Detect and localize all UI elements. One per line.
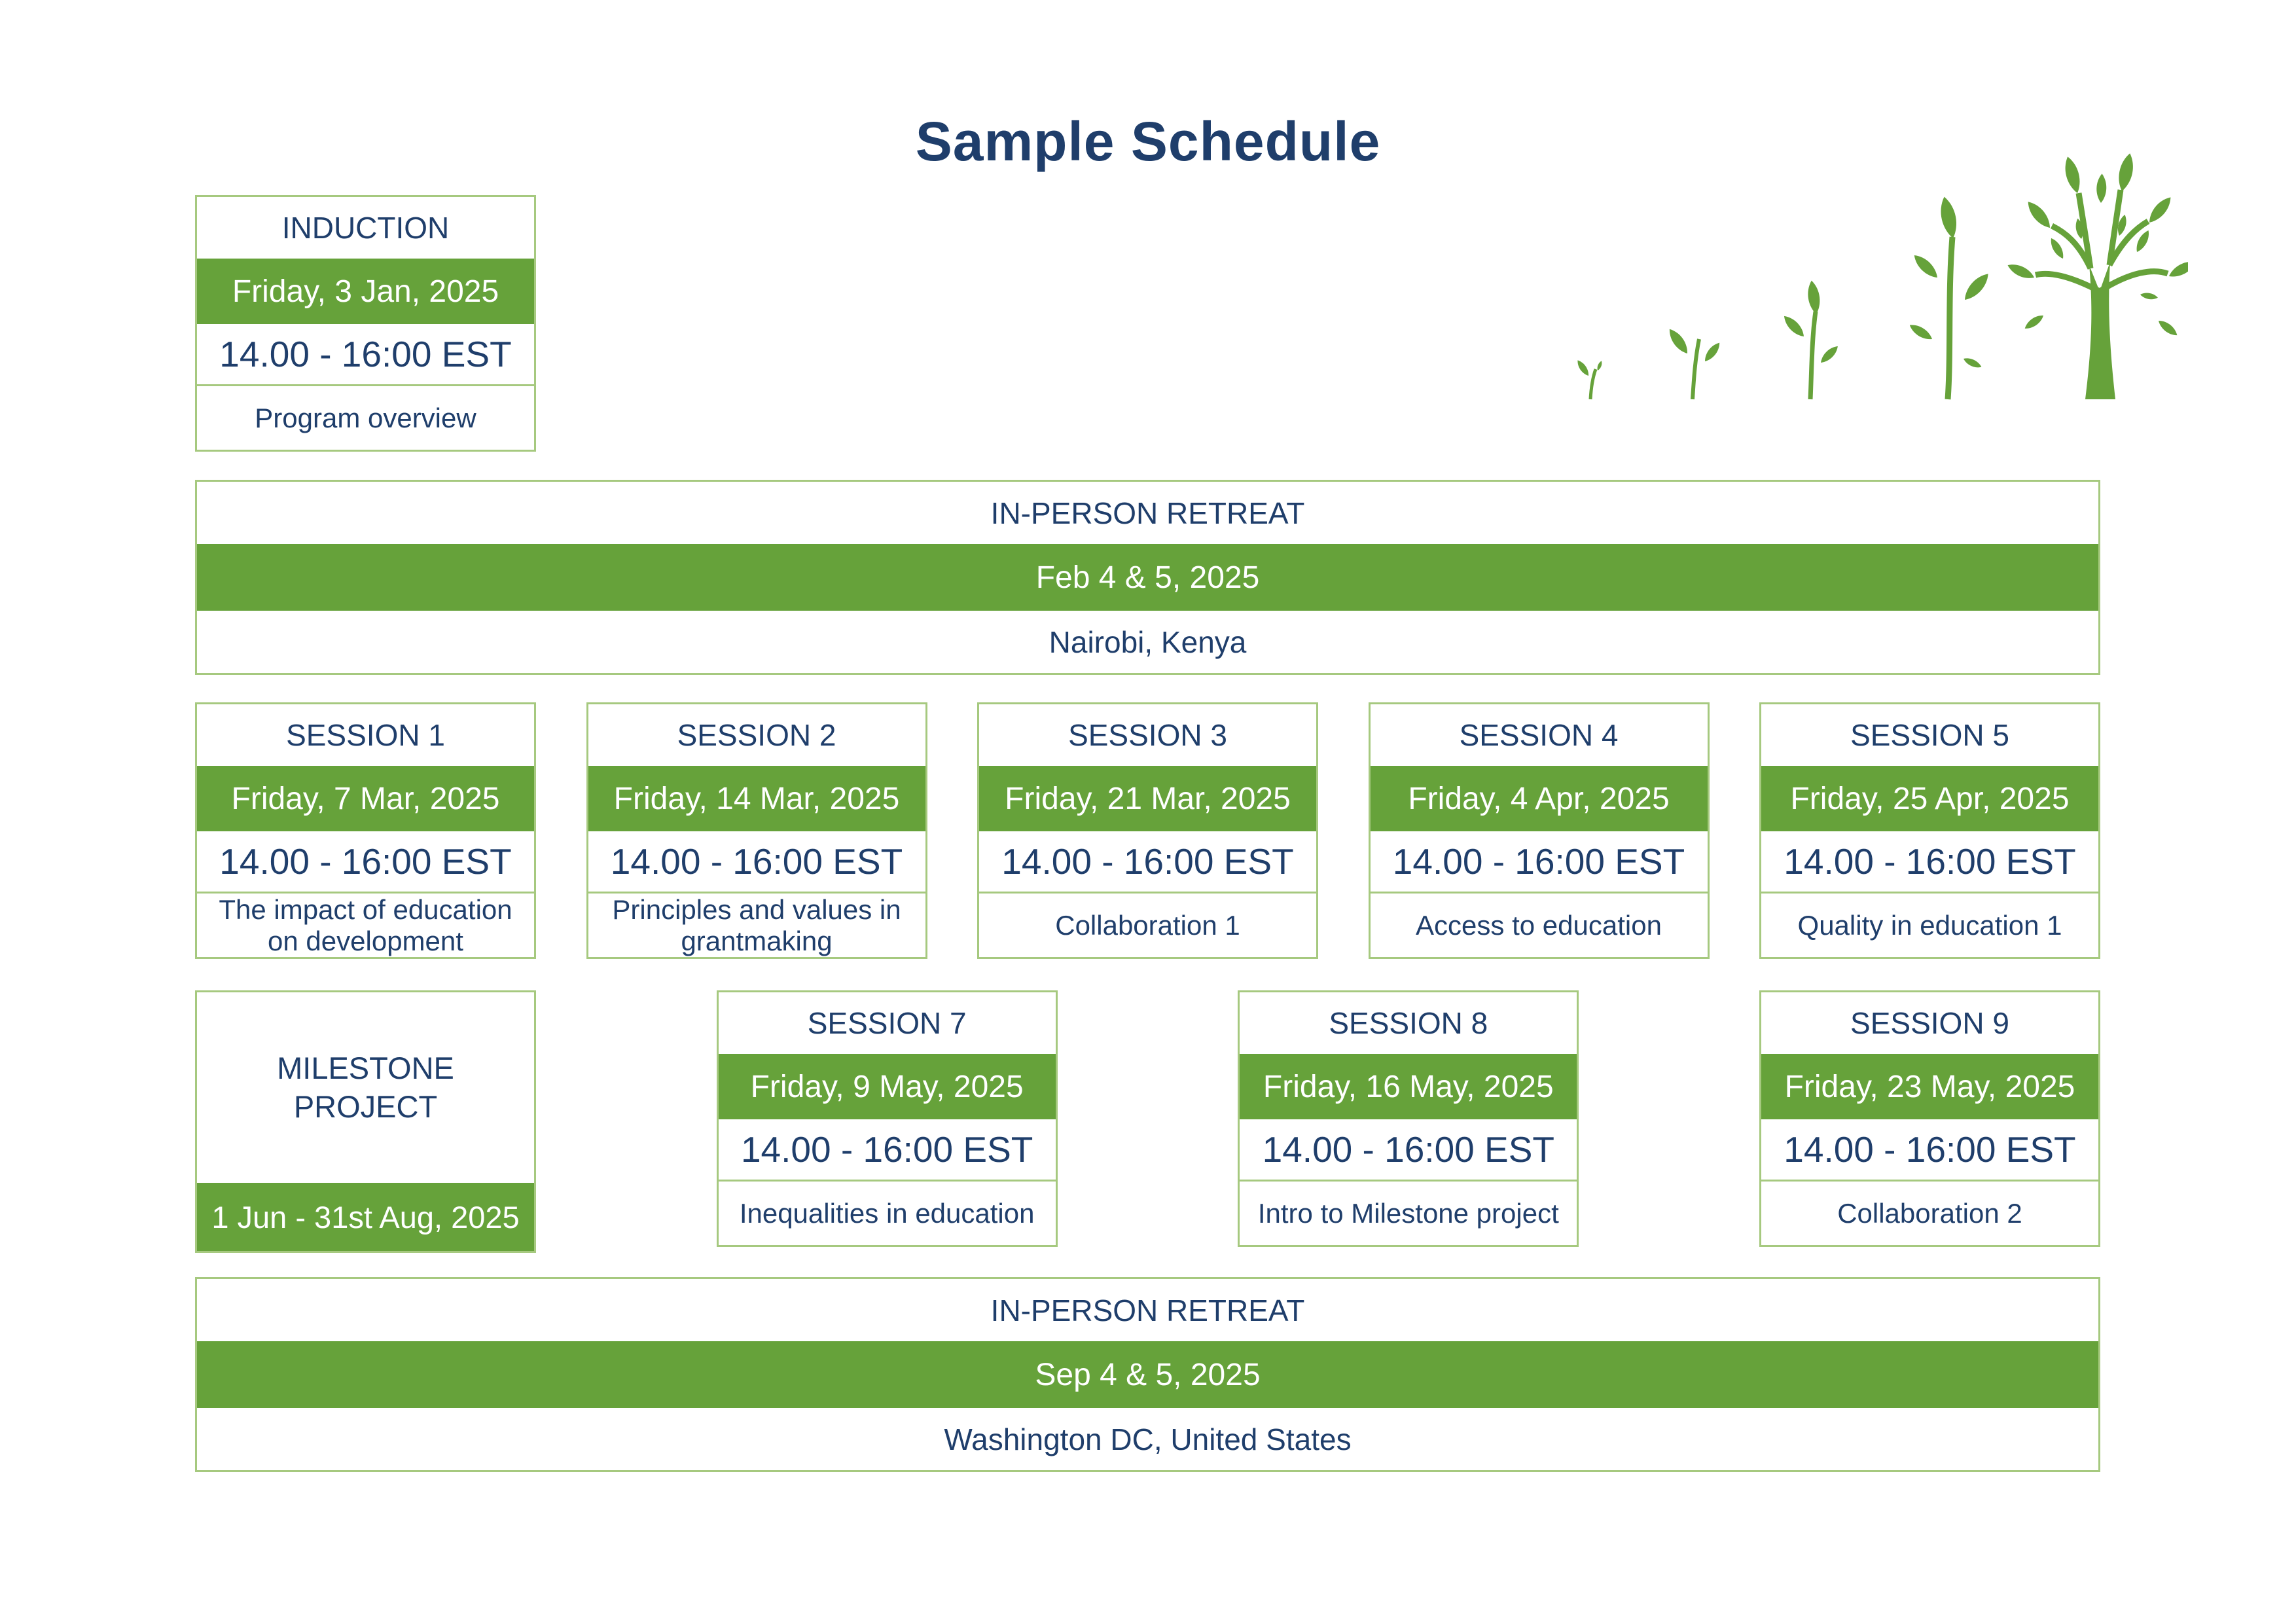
session-card-4: SESSION 4 Friday, 4 Apr, 2025 14.00 - 16… xyxy=(1368,702,1710,959)
card-header: SESSION 5 xyxy=(1850,718,2009,752)
retreat-location: Washington DC, United States xyxy=(944,1422,1352,1456)
session-card-1: SESSION 1 Friday, 7 Mar, 2025 14.00 - 16… xyxy=(195,702,536,959)
card-topic: Program overview xyxy=(255,402,476,433)
card-topic: Quality in education 1 xyxy=(1797,909,2062,941)
session-card-5: SESSION 5 Friday, 25 Apr, 2025 14.00 - 1… xyxy=(1759,702,2100,959)
card-date: Friday, 4 Apr, 2025 xyxy=(1370,766,1708,831)
milestone-project-card: MILESTONE PROJECT 1 Jun - 31st Aug, 2025 xyxy=(195,990,536,1253)
card-header: SESSION 4 xyxy=(1459,718,1619,752)
session-row-2: SESSION 6 Friday, 2 May, 2025 14.00 - 16… xyxy=(195,990,2100,1253)
card-topic: Collaboration 2 xyxy=(1837,1197,2022,1229)
retreat-date: Feb 4 & 5, 2025 xyxy=(197,544,2098,611)
card-date: Friday, 16 May, 2025 xyxy=(1240,1054,1577,1119)
card-topic: The impact of education on development xyxy=(219,894,512,956)
retreat-card-top: IN-PERSON RETREAT Feb 4 & 5, 2025 Nairob… xyxy=(195,480,2100,675)
retreat-date: Sep 4 & 5, 2025 xyxy=(197,1341,2098,1408)
growing-trees-illustration xyxy=(1550,90,2198,408)
card-date: Friday, 25 Apr, 2025 xyxy=(1761,766,2098,831)
card-topic: Principles and values in grantmaking xyxy=(612,894,901,956)
card-date: Friday, 7 Mar, 2025 xyxy=(197,766,534,831)
induction-card: INDUCTION Friday, 3 Jan, 2025 14.00 - 16… xyxy=(195,195,536,452)
card-date: Friday, 14 Mar, 2025 xyxy=(588,766,925,831)
card-topic: Inequalities in education xyxy=(739,1197,1035,1229)
card-topic: Intro to Milestone project xyxy=(1257,1197,1559,1229)
card-time: 14.00 - 16:00 EST xyxy=(197,324,534,386)
card-header: SESSION 1 xyxy=(286,718,445,752)
card-topic: Access to education xyxy=(1416,909,1662,941)
milestone-dates: 1 Jun - 31st Aug, 2025 xyxy=(197,1183,534,1251)
card-date: Friday, 21 Mar, 2025 xyxy=(979,766,1316,831)
page-title: Sample Schedule xyxy=(915,111,1381,172)
card-header: SESSION 7 xyxy=(807,1006,967,1040)
card-header: SESSION 8 xyxy=(1329,1006,1488,1040)
session-row-1: SESSION 1 Friday, 7 Mar, 2025 14.00 - 16… xyxy=(195,702,2100,959)
card-header: INDUCTION xyxy=(281,211,450,245)
retreat-card-bottom: IN-PERSON RETREAT Sep 4 & 5, 2025 Washin… xyxy=(195,1277,2100,1472)
retreat-header: IN-PERSON RETREAT xyxy=(990,1293,1305,1327)
session-card-9: SESSION 9 Friday, 23 May, 2025 14.00 - 1… xyxy=(1759,990,2100,1247)
card-time: 14.00 - 16:00 EST xyxy=(1761,1119,2098,1182)
card-header: SESSION 2 xyxy=(677,718,836,752)
card-header: SESSION 9 xyxy=(1850,1006,2009,1040)
milestone-title: MILESTONE PROJECT xyxy=(277,1050,454,1124)
card-time: 14.00 - 16:00 EST xyxy=(1761,831,2098,893)
session-card-8: SESSION 8 Friday, 16 May, 2025 14.00 - 1… xyxy=(1238,990,1579,1247)
card-time: 14.00 - 16:00 EST xyxy=(1240,1119,1577,1182)
card-time: 14.00 - 16:00 EST xyxy=(979,831,1316,893)
retreat-header: IN-PERSON RETREAT xyxy=(990,496,1305,530)
card-date: Friday, 9 May, 2025 xyxy=(718,1054,1056,1119)
retreat-location: Nairobi, Kenya xyxy=(1049,624,1247,659)
card-header: SESSION 3 xyxy=(1068,718,1227,752)
card-time: 14.00 - 16:00 EST xyxy=(588,831,925,893)
session-card-2: SESSION 2 Friday, 14 Mar, 2025 14.00 - 1… xyxy=(586,702,927,959)
session-card-7: SESSION 7 Friday, 9 May, 2025 14.00 - 16… xyxy=(716,990,1058,1247)
card-date: Friday, 3 Jan, 2025 xyxy=(197,259,534,324)
card-time: 14.00 - 16:00 EST xyxy=(1370,831,1708,893)
card-date: Friday, 23 May, 2025 xyxy=(1761,1054,2098,1119)
card-time: 14.00 - 16:00 EST xyxy=(197,831,534,893)
session-card-3: SESSION 3 Friday, 21 Mar, 2025 14.00 - 1… xyxy=(977,702,1318,959)
card-topic: Collaboration 1 xyxy=(1055,909,1240,941)
card-time: 14.00 - 16:00 EST xyxy=(718,1119,1056,1182)
